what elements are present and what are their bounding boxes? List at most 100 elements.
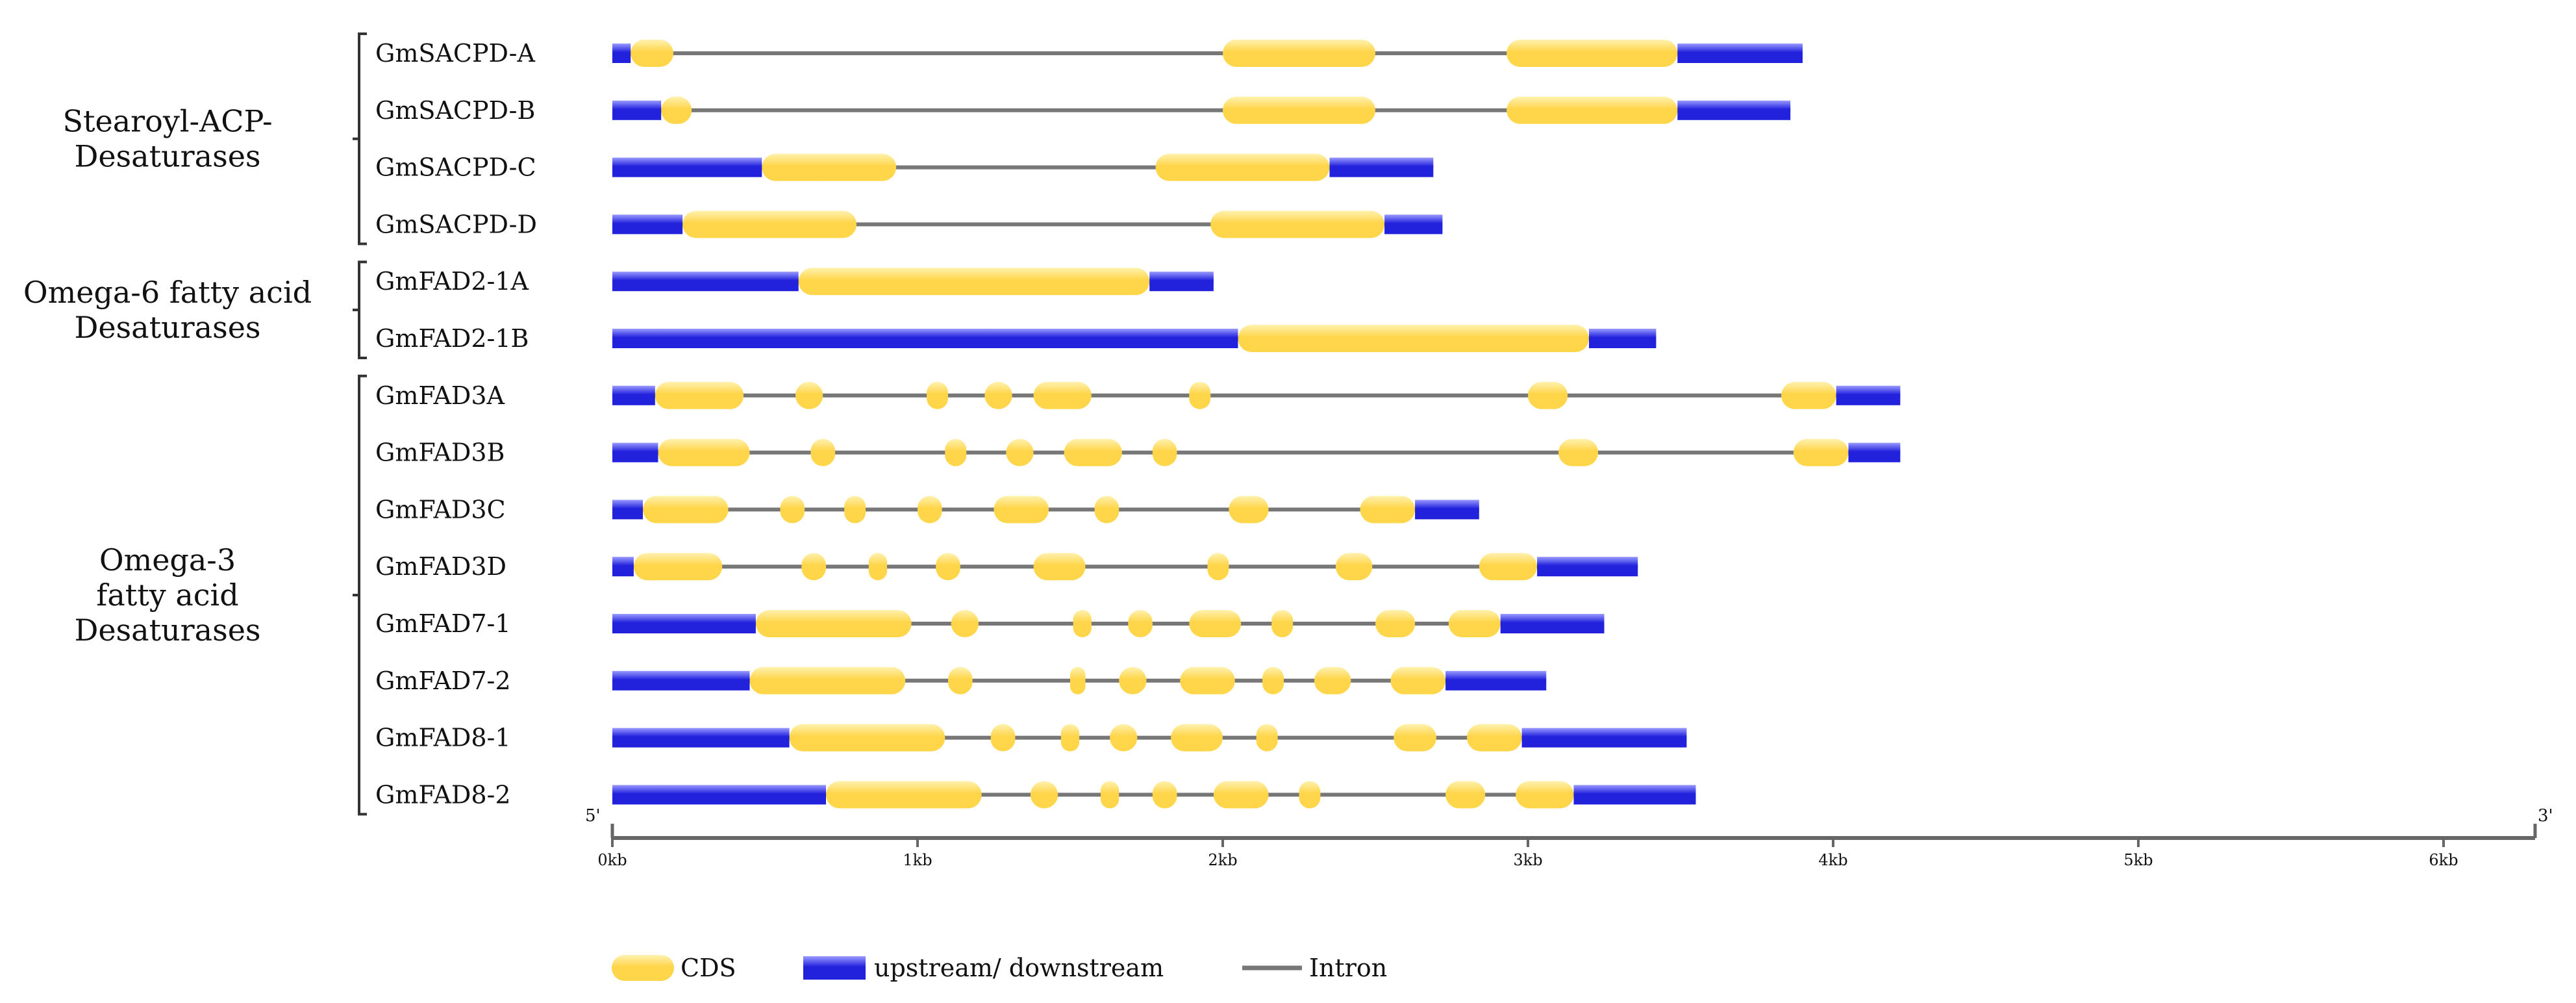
utr-segment [612,500,643,520]
axis-tick-label: 3kb [1513,851,1542,869]
cds-exon [1299,781,1321,809]
cds-exon [661,96,692,124]
axis-tick-label: 6kb [2429,851,2458,869]
axis-tick-label: 2kb [1208,851,1237,869]
axis-tick-label: 0kb [597,851,627,869]
utr-segment [1537,557,1638,577]
gene-row: GmFAD3A [375,381,1901,410]
group-label-line: Desaturases [74,310,260,345]
cds-exon [1189,381,1211,409]
cds-exon [1213,781,1269,809]
cds-exon [844,496,866,524]
group-label-line: Desaturases [74,613,260,648]
cds-exon [1467,724,1522,752]
group-bracket [358,374,367,816]
length-axis: 0kb 1kb 2kb 3kb 4kb 5kb 6kb 5' 3' [585,806,2553,869]
cds-exon [1229,496,1269,524]
cds-exon [1223,40,1375,67]
cds-exon [1223,96,1375,124]
utr-segment [612,785,826,805]
cds-exon [994,496,1049,524]
utr-segment [612,100,662,120]
utr-segment [1329,157,1434,177]
cds-exon [810,438,836,466]
cds-exon [1152,438,1177,466]
axis-tick-label: 5kb [2123,851,2153,869]
gene-name: GmSACPD-C [375,153,536,182]
cds-exon [655,381,744,409]
gene-name: GmFAD2-1B [375,324,529,353]
cds-exon [1528,381,1568,409]
cds-exon [1781,381,1836,409]
gene-row: GmFAD7-2 [375,667,1547,695]
utr-segment [612,442,658,463]
cds-exon [1064,438,1122,466]
cds-exon [1256,724,1278,752]
utr-segment [1573,785,1696,805]
cds-exon [780,496,805,524]
utr-segment [612,157,762,177]
legend: CDS upstream/ downstream Intron [612,954,1387,982]
cds-exon [990,724,1016,752]
group-label-line: fatty acid [96,578,238,613]
cds-exon [762,153,897,181]
cds-exon [927,381,948,409]
axis-tick-label: 4kb [1818,851,1847,869]
cds-exon [1558,438,1599,466]
utr-segment [1521,728,1687,748]
group-label-line: Omega-6 fatty acid [23,275,312,310]
gene-row: GmFAD2-1B [375,324,1657,353]
gene-name: GmSACPD-B [375,96,535,125]
cds-exon [1180,667,1235,694]
legend-utr-swatch [803,956,866,980]
cds-exon [1033,553,1086,581]
cds-exon [658,438,750,466]
gene-row: GmSACPD-C [375,153,1434,182]
cds-exon [1060,724,1080,752]
group-bracket [358,260,367,359]
cds-exon [1119,667,1147,694]
utr-segment [612,329,1238,348]
five-prime-label: 5' [585,806,601,826]
gene-name: GmSACPD-A [375,39,536,68]
utr-segment [612,44,631,63]
utr-segment [612,614,756,633]
utr-segment [1500,614,1605,633]
utr-segment [612,272,799,292]
gene-name: GmFAD7-2 [375,667,511,695]
cds-exon [1479,553,1538,581]
cds-exon [918,496,942,524]
utr-segment [1836,385,1901,405]
cds-exon [945,438,967,466]
group-label-line: Stearoyl-ACP- [63,104,273,139]
cds-exon [643,496,729,524]
cds-exon [749,667,906,694]
cds-exon [801,553,826,581]
cds-exon [682,210,857,238]
legend-cds-label: CDS [681,954,736,982]
cds-exon [1171,724,1223,752]
cds-exon [1189,610,1242,637]
utr-segment [1415,500,1479,520]
utr-segment [1445,670,1547,691]
legend-utr-label: upstream/ downstream [874,954,1164,982]
cds-exon [936,553,960,581]
cds-exon [1073,610,1092,637]
cds-exon [948,667,973,694]
cds-exon [1238,325,1589,352]
cds-exon [951,610,979,637]
gene-row: GmSACPD-B [375,96,1791,125]
cds-exon [1448,610,1501,637]
utr-segment [612,557,634,577]
group-bracket [358,32,367,246]
cds-exon [1445,781,1486,809]
cds-exon [1375,610,1416,637]
cds-exon [798,268,1150,296]
cds-exon [1507,40,1678,67]
legend-cds-swatch [612,955,674,981]
utr-segment [1149,272,1214,292]
